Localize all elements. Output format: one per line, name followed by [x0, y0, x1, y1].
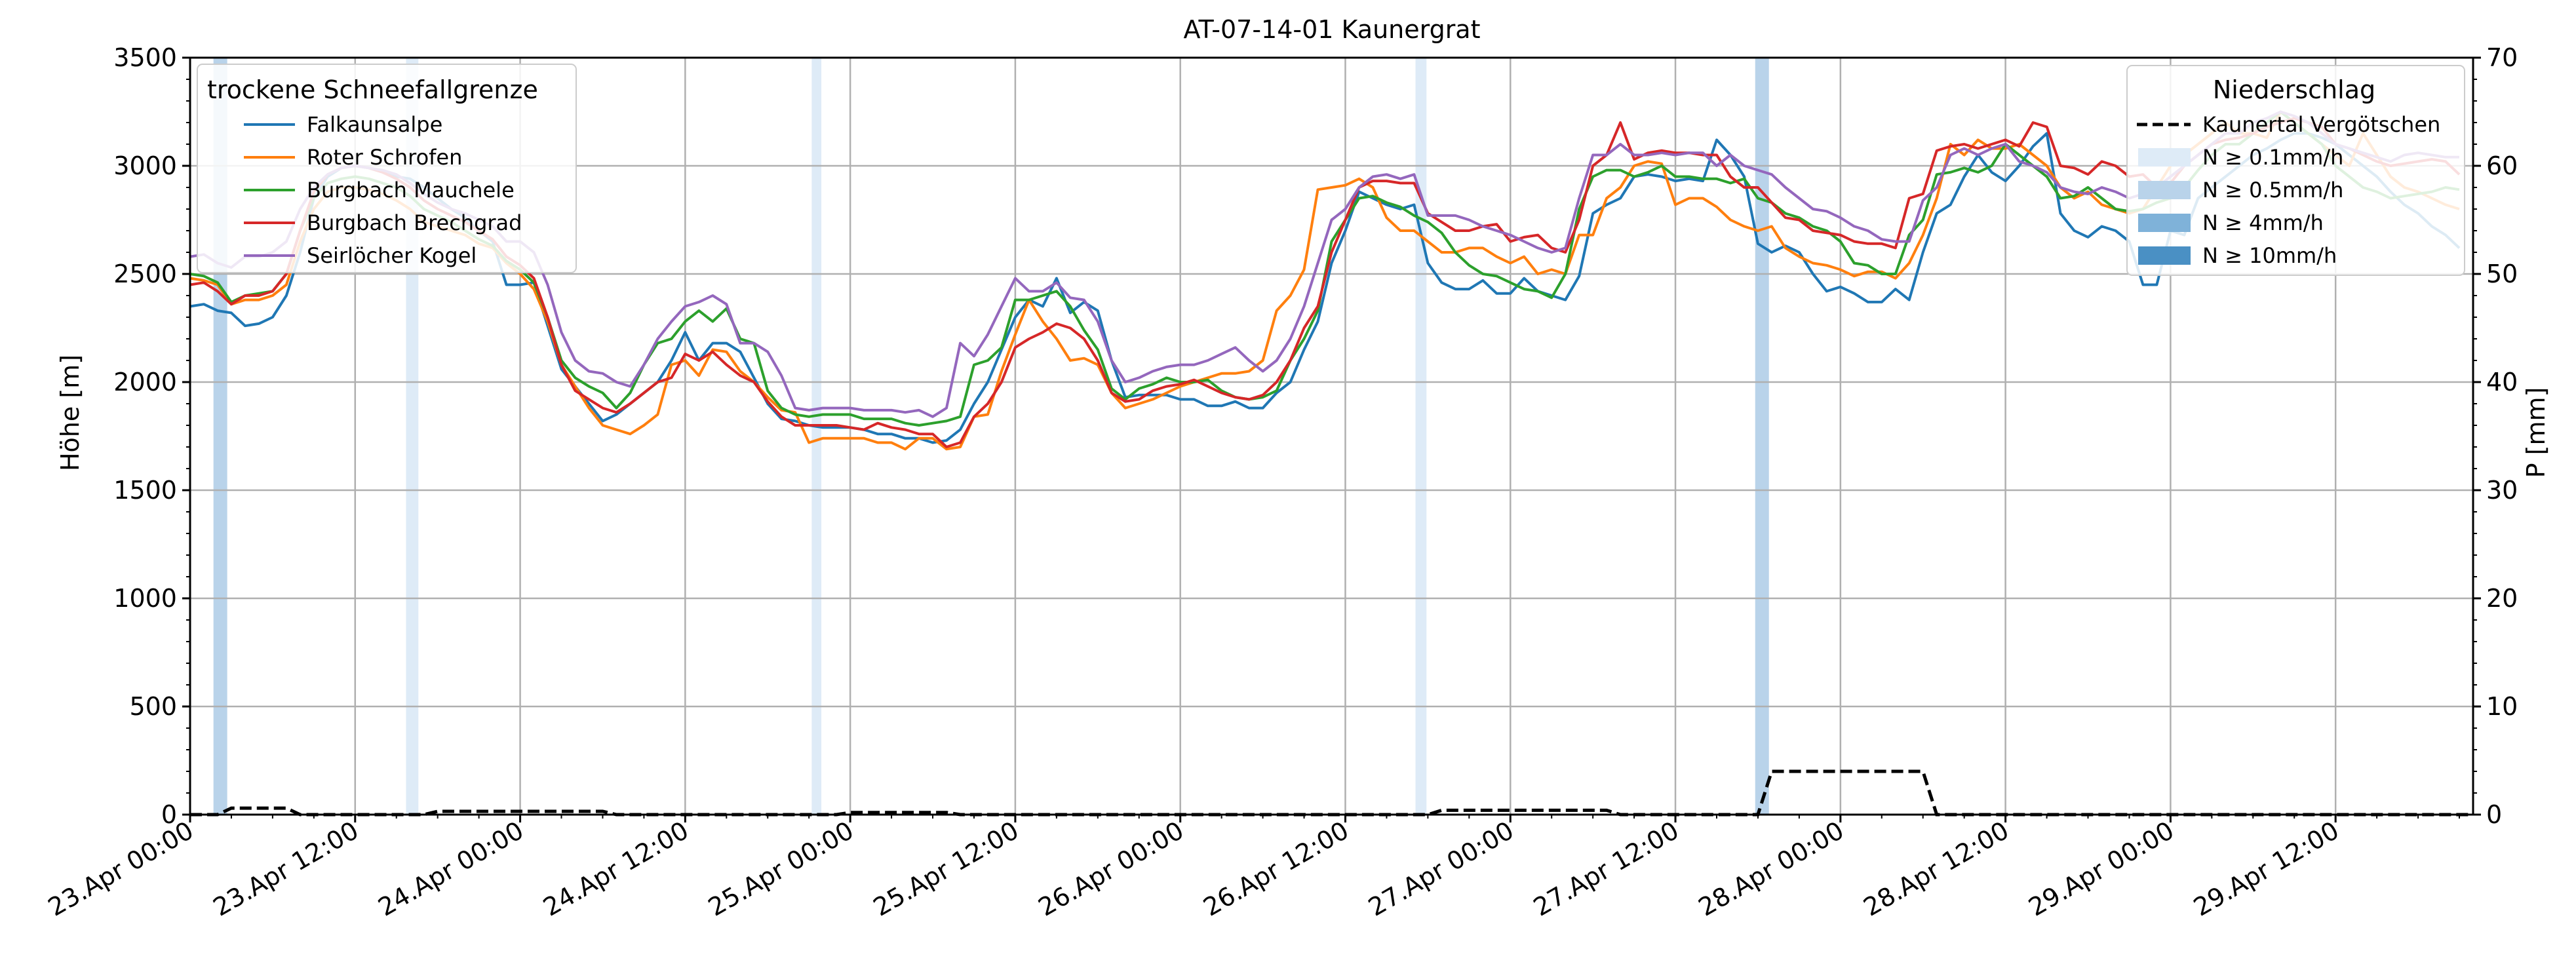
legend-label: Burgbach Brechgrad	[307, 210, 522, 235]
legend-precip-items: Kaunertal Vergötschen N ≥ 0.1mm/h N ≥ 0.5m…	[2137, 112, 2440, 268]
legend-precip-box	[2126, 65, 2465, 276]
y-tick-label: 500	[129, 692, 177, 721]
legend-label: N ≥ 0.5mm/h	[2202, 178, 2343, 203]
y2-tick-label: 0	[2486, 800, 2502, 829]
y2-tick-label: 20	[2486, 584, 2518, 613]
plot-frame	[189, 56, 2474, 816]
y2-tick-label: 30	[2486, 476, 2518, 505]
y-axis-label: Höhe [m]	[56, 355, 85, 471]
legend-snowfall-items: Falkaunsalpe Roter Schrofen Burgbach Mauch…	[244, 112, 522, 268]
chart-title: AT-07-14-01 Kaunergrat	[1183, 15, 1480, 44]
y-tick-label: 2000	[113, 368, 177, 396]
legend-label: Roter Schrofen	[307, 145, 462, 170]
legend-swatch	[2138, 214, 2191, 232]
legend-label: Burgbach Mauchele	[307, 178, 515, 203]
legend-swatch	[2138, 181, 2191, 199]
y2-tick-label: 10	[2486, 692, 2518, 721]
legend-label: Falkaunsalpe	[307, 112, 442, 137]
legend-label: Seirlöcher Kogel	[307, 243, 477, 268]
legend-snowfall-box	[197, 64, 577, 273]
legend-swatch	[2138, 246, 2191, 265]
legend-label: N ≥ 4mm/h	[2202, 210, 2324, 235]
series-lines	[189, 110, 2461, 451]
y-tick-label: 3500	[113, 43, 177, 72]
series-line	[189, 110, 2459, 418]
y2-axis-label: P [mm]	[2522, 387, 2550, 478]
y2-tick-label: 60	[2486, 151, 2518, 180]
legend-label: Kaunertal Vergötschen	[2202, 112, 2440, 137]
y-tick-label: 2500	[113, 260, 177, 288]
legend-precip: Niederschlag Kaunertal Vergötschen N ≥ 0.…	[2126, 65, 2465, 276]
precip-band	[811, 58, 822, 815]
y2-tick-label: 50	[2486, 260, 2518, 288]
y-tick-label: 3000	[113, 151, 177, 180]
y2-tick-label: 40	[2486, 368, 2518, 396]
y2-tick-label: 70	[2486, 43, 2518, 72]
series-line	[189, 117, 2461, 448]
legend-swatch	[2138, 148, 2191, 166]
y-axis-left: 0 500 1000 1500 2000 2500 3000 3500	[113, 43, 190, 829]
legend-snowfall: trockene Schneefallgrenze Falkaunsalpe Ro…	[197, 64, 577, 273]
y-axis-right: 0 10 20 30 40 50 60 70	[2473, 43, 2518, 829]
y-tick-label: 0	[161, 800, 177, 829]
legend-label: N ≥ 0.1mm/h	[2202, 145, 2343, 170]
y-tick-label: 1500	[113, 476, 177, 505]
legend-label: N ≥ 10mm/h	[2202, 243, 2337, 268]
precip-band	[1415, 58, 1427, 815]
y-tick-label: 1000	[113, 584, 177, 613]
legend-snowfall-title: trockene Schneefallgrenze	[207, 75, 538, 104]
legend-precip-title: Niederschlag	[2213, 75, 2375, 104]
